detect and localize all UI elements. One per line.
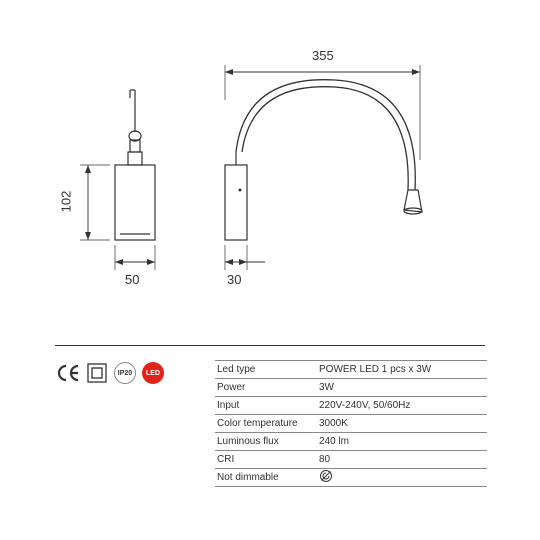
spec-value: 3000K [317, 418, 487, 429]
table-row: Not dimmable [215, 468, 487, 487]
dim-wall-width: 30 [227, 272, 241, 287]
ce-icon [58, 362, 80, 384]
led-icon: LED [142, 362, 164, 384]
spec-value: 3W [317, 382, 487, 393]
table-row: Color temperature 3000K [215, 414, 487, 432]
spec-table: Led type POWER LED 1 pcs x 3W Power 3W I… [215, 360, 487, 487]
not-dimmable-icon [319, 469, 333, 483]
table-row: Luminous flux 240 lm [215, 432, 487, 450]
dim-base-width: 50 [125, 272, 139, 287]
spec-value: POWER LED 1 pcs x 3W [317, 364, 487, 375]
section-divider [55, 345, 485, 346]
spec-label: CRI [215, 454, 317, 465]
table-row: Led type POWER LED 1 pcs x 3W [215, 360, 487, 378]
spec-value: 80 [317, 454, 487, 465]
spec-value [317, 469, 487, 486]
spec-sheet: 355 102 50 30 IP20 LED Led type POWER [0, 0, 540, 540]
technical-drawing: 355 102 50 30 [60, 40, 480, 320]
table-row: Input 220V-240V, 50/60Hz [215, 396, 487, 414]
table-row: CRI 80 [215, 450, 487, 468]
spec-label: Not dimmable [215, 472, 317, 483]
spec-label: Luminous flux [215, 436, 317, 447]
dim-arc-width: 355 [312, 48, 334, 63]
spec-label: Power [215, 382, 317, 393]
spec-label: Input [215, 400, 317, 411]
table-row: Power 3W [215, 378, 487, 396]
spec-value: 240 lm [317, 436, 487, 447]
drawing-svg [60, 40, 480, 320]
class2-icon [86, 362, 108, 384]
spec-value: 220V-240V, 50/60Hz [317, 400, 487, 411]
ip20-icon: IP20 [114, 362, 136, 384]
ip20-label: IP20 [118, 370, 132, 377]
spec-label: Color temperature [215, 418, 317, 429]
led-label: LED [146, 370, 160, 377]
certification-icons: IP20 LED [58, 362, 164, 384]
dim-base-height: 102 [58, 191, 73, 213]
spec-label: Led type [215, 364, 317, 375]
